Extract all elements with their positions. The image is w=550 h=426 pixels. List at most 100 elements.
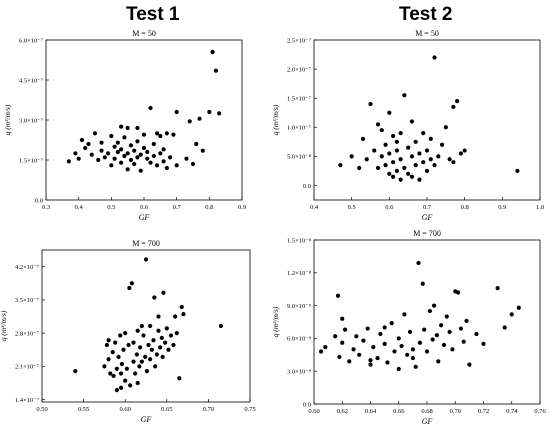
data-point (375, 355, 380, 361)
y-tick-label: 3.5×10⁻⁷ (15, 297, 39, 304)
data-point (156, 328, 161, 333)
data-point (166, 347, 171, 352)
data-point (132, 161, 137, 167)
x-tick-label: 0.7 (173, 204, 182, 211)
y-tick-label: 5.0×10⁻⁸ (287, 154, 312, 161)
y-tick-label: 1.4×10⁻⁷ (15, 397, 39, 404)
data-point (399, 343, 404, 349)
data-point (160, 354, 165, 359)
data-point (164, 131, 169, 136)
y-tick-label: 1.2×10⁻⁸ (287, 270, 312, 277)
data-point (323, 345, 328, 350)
data-point (436, 154, 441, 159)
data-point (424, 349, 430, 354)
x-tick-label: 0.75 (244, 406, 255, 413)
data-point (138, 152, 143, 157)
x-tick-label: 0.62 (337, 408, 348, 415)
data-point (89, 152, 94, 157)
data-point (151, 338, 156, 343)
data-point (158, 151, 163, 156)
heading-test-2: Test 2 (399, 4, 453, 25)
plot-frame (313, 39, 541, 201)
data-point (109, 133, 114, 139)
data-point (365, 326, 370, 331)
data-point (392, 349, 397, 354)
data-point (402, 165, 407, 171)
data-point (434, 333, 439, 338)
data-point (135, 139, 140, 144)
data-point (461, 339, 466, 344)
data-point (105, 151, 111, 156)
data-point (382, 325, 387, 330)
data-point (432, 55, 437, 60)
data-point (340, 340, 345, 345)
data-point (99, 148, 104, 153)
y-tick-label: 4.2×10⁻⁷ (15, 264, 39, 271)
data-point (406, 145, 411, 150)
data-point (154, 352, 159, 357)
data-point (378, 331, 383, 337)
x-tick-label: 0.8 (461, 204, 469, 211)
data-point (430, 337, 435, 342)
data-point (410, 347, 415, 352)
panel-title: M = 50 (132, 29, 156, 38)
data-point (213, 68, 218, 73)
data-point (361, 338, 366, 343)
data-point (410, 355, 415, 361)
data-point (115, 149, 120, 155)
data-point (96, 157, 101, 163)
data-point (141, 333, 146, 338)
x-tick-label: 0.8 (205, 204, 213, 211)
y-tick-label: 6.0×10⁻⁷ (19, 37, 43, 44)
data-point (495, 286, 500, 291)
data-point (119, 147, 124, 152)
y-axis-label: q (m³/m/s) (0, 310, 8, 341)
data-point (171, 132, 176, 137)
data-point (398, 130, 403, 136)
data-point (420, 281, 425, 286)
data-point (126, 342, 131, 348)
x-tick-label: 0.6 (140, 204, 149, 211)
data-point (402, 312, 407, 317)
y-tick-label: 9.0×10⁻⁹ (287, 303, 312, 310)
data-point (217, 111, 222, 116)
data-point (161, 290, 166, 295)
x-axis-label: GF (139, 213, 150, 222)
x-tick-label: 0.66 (393, 408, 405, 415)
y-tick-label: 0.0 (303, 183, 311, 190)
data-point (368, 101, 373, 107)
data-point (135, 125, 140, 131)
data-point (146, 342, 151, 348)
data-point (409, 154, 415, 159)
data-point (149, 347, 154, 352)
data-point (179, 304, 184, 310)
data-point (108, 371, 113, 376)
data-point (417, 177, 422, 182)
data-point (129, 281, 134, 286)
x-tick-label: 0.65 (161, 406, 172, 413)
data-point (73, 369, 78, 374)
data-point (458, 151, 463, 156)
data-point (360, 136, 366, 142)
data-point (406, 171, 411, 176)
data-point (114, 388, 119, 393)
data-point (515, 168, 520, 174)
data-point (135, 328, 140, 333)
plot-frame (41, 249, 251, 403)
data-point (119, 124, 124, 129)
data-point (383, 142, 388, 147)
data-point (184, 156, 189, 161)
data-point (112, 156, 117, 161)
data-point (391, 133, 396, 139)
data-point (379, 128, 384, 133)
data-point (455, 290, 461, 295)
data-point (200, 148, 205, 153)
x-tick-label: 0.6 (385, 204, 394, 211)
data-point (158, 345, 163, 350)
data-point (131, 340, 136, 345)
data-point (416, 260, 421, 266)
data-point (104, 342, 109, 348)
chart-panel-1: M = 50 0.3 0.4 0.5 0.6 0.7 0.8 0.9 0.0 1.5×10⁻⁷ 3.… (3, 29, 246, 222)
x-tick-label: 0.68 (421, 408, 432, 415)
data-point (161, 147, 166, 152)
